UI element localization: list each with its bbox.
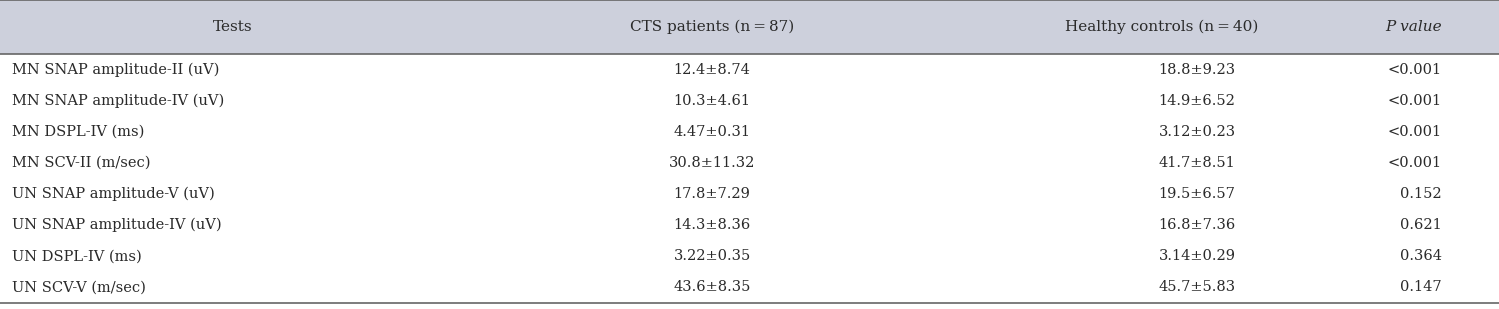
Text: 19.5±6.57: 19.5±6.57 <box>1159 187 1235 201</box>
Text: MN DSPL-IV (ms): MN DSPL-IV (ms) <box>12 125 144 139</box>
Text: 14.9±6.52: 14.9±6.52 <box>1159 94 1235 108</box>
Text: UN SNAP amplitude-IV (uV): UN SNAP amplitude-IV (uV) <box>12 218 222 232</box>
Text: 12.4±8.74: 12.4±8.74 <box>673 63 751 77</box>
Text: MN SCV-II (m/sec): MN SCV-II (m/sec) <box>12 156 150 170</box>
Text: 14.3±8.36: 14.3±8.36 <box>673 218 751 232</box>
Text: 16.8±7.36: 16.8±7.36 <box>1159 218 1235 232</box>
Text: <0.001: <0.001 <box>1388 94 1442 108</box>
Text: MN SNAP amplitude-II (uV): MN SNAP amplitude-II (uV) <box>12 62 219 77</box>
Text: Tests: Tests <box>213 20 252 34</box>
Bar <box>0 0 1499 54</box>
Text: <0.001: <0.001 <box>1388 156 1442 170</box>
Text: 0.147: 0.147 <box>1400 280 1442 294</box>
Text: 3.12±0.23: 3.12±0.23 <box>1159 125 1235 139</box>
Text: 0.152: 0.152 <box>1400 187 1442 201</box>
Text: 17.8±7.29: 17.8±7.29 <box>673 187 751 201</box>
Text: 41.7±8.51: 41.7±8.51 <box>1159 156 1235 170</box>
Text: MN SNAP amplitude-IV (uV): MN SNAP amplitude-IV (uV) <box>12 94 225 108</box>
Text: 45.7±5.83: 45.7±5.83 <box>1159 280 1235 294</box>
Text: 0.364: 0.364 <box>1400 249 1442 263</box>
Text: 18.8±9.23: 18.8±9.23 <box>1159 63 1235 77</box>
Text: 30.8±11.32: 30.8±11.32 <box>669 156 755 170</box>
Text: 4.47±0.31: 4.47±0.31 <box>673 125 751 139</box>
Text: P value: P value <box>1385 20 1442 34</box>
Text: UN DSPL-IV (ms): UN DSPL-IV (ms) <box>12 249 142 263</box>
Text: 43.6±8.35: 43.6±8.35 <box>673 280 751 294</box>
Text: <0.001: <0.001 <box>1388 63 1442 77</box>
Text: CTS patients (n = 87): CTS patients (n = 87) <box>630 20 794 34</box>
Text: <0.001: <0.001 <box>1388 125 1442 139</box>
Text: Healthy controls (n = 40): Healthy controls (n = 40) <box>1064 20 1259 34</box>
Text: UN SCV-V (m/sec): UN SCV-V (m/sec) <box>12 280 145 294</box>
Text: 10.3±4.61: 10.3±4.61 <box>673 94 751 108</box>
Text: UN SNAP amplitude-V (uV): UN SNAP amplitude-V (uV) <box>12 187 214 201</box>
Text: 0.621: 0.621 <box>1400 218 1442 232</box>
Text: 3.14±0.29: 3.14±0.29 <box>1159 249 1235 263</box>
Text: 3.22±0.35: 3.22±0.35 <box>673 249 751 263</box>
